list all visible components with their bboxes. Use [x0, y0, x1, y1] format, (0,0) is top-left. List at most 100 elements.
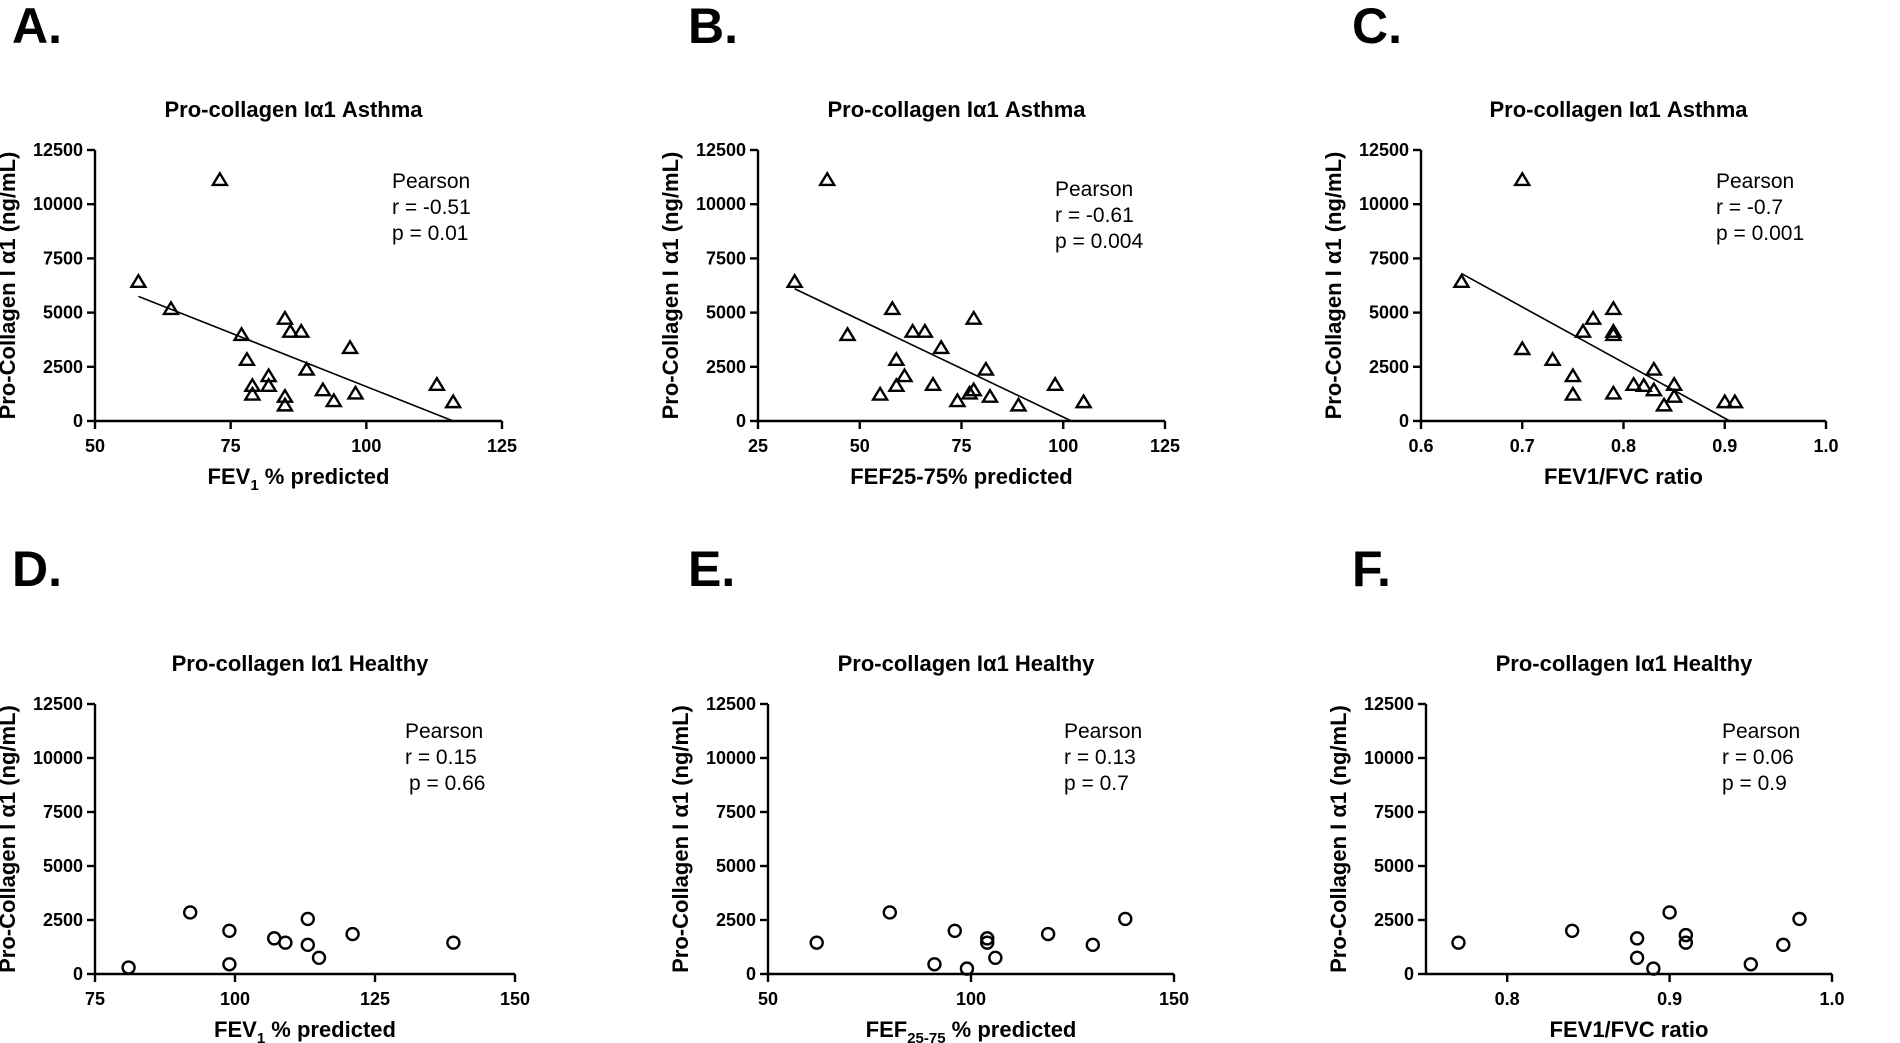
stats-line: Pearson	[1055, 178, 1133, 201]
y-tick-label: 0	[1399, 411, 1409, 431]
y-tick-label: 0	[73, 411, 83, 431]
chart-title: Pro-collagen Iα1 Asthma	[827, 97, 1086, 122]
data-point	[818, 171, 837, 187]
data-point	[887, 376, 906, 393]
y-tick-label: 5000	[43, 303, 83, 323]
stats-line: p = 0.001	[1716, 222, 1804, 245]
y-tick-label: 0	[736, 411, 746, 431]
y-tick-label: 12500	[1364, 694, 1414, 714]
x-axis-label: FEF25-75 % predicted	[866, 1017, 1077, 1043]
regression-line	[1461, 272, 1731, 422]
data-point	[1009, 396, 1028, 412]
data-point	[237, 350, 257, 367]
y-tick-label: 0	[73, 964, 83, 984]
data-point	[222, 923, 237, 938]
y-axis-label: Pro-Collagen I α1 (ng/mL)	[1326, 705, 1351, 973]
data-point	[1644, 360, 1664, 376]
data-point	[275, 396, 295, 412]
data-point	[324, 392, 343, 408]
y-tick-label: 5000	[706, 303, 746, 323]
data-point	[1563, 367, 1583, 383]
y-tick-label: 5000	[43, 856, 83, 876]
data-point	[313, 381, 333, 397]
y-tick-label: 12500	[1359, 140, 1409, 160]
data-point	[923, 375, 943, 391]
y-tick-label: 0	[1404, 964, 1414, 984]
chart-title: Pro-collagen Iα1 Asthma	[164, 97, 423, 122]
data-point	[1725, 393, 1745, 409]
chart-panel-c: C. Pro-collagen Iα1 Asthma 0 2500 5000 7500 10…	[1321, 0, 1839, 489]
x-tick-label: 0.9	[1657, 989, 1682, 1009]
data-point	[1040, 926, 1056, 942]
chart-title: Pro-collagen Iα1 Asthma	[1489, 97, 1748, 122]
chart-panel-f: F. Pro-collagen Iα1 Healthy 0 2500 5000 7500 1…	[1326, 541, 1845, 1042]
x-axis-label-main: FEV	[208, 464, 251, 489]
x-tick-label: 100	[1048, 436, 1078, 456]
data-point	[278, 935, 293, 950]
stats-line: p = 0.66	[409, 772, 485, 795]
data-point	[1624, 375, 1643, 391]
data-point	[947, 923, 962, 938]
x-axis-label-main: FEV	[214, 1017, 257, 1042]
data-point	[1629, 950, 1645, 965]
y-tick-label: 7500	[43, 248, 83, 268]
data-point	[1662, 905, 1677, 920]
y-tick-label: 0	[746, 964, 756, 984]
stats-line: r = 0.15	[405, 746, 477, 769]
x-axis-label: FEV1/FVC ratio	[1550, 1017, 1709, 1042]
data-point	[948, 392, 967, 408]
data-point	[1452, 272, 1471, 288]
data-point	[129, 272, 148, 288]
x-tick-label: 100	[351, 436, 381, 456]
x-tick-label: 0.7	[1510, 436, 1535, 456]
data-point	[1646, 961, 1661, 976]
y-tick-label: 2500	[706, 357, 746, 377]
y-axis-label: Pro-Collagen I α1 (ng/mL)	[0, 705, 20, 973]
data-point	[785, 272, 804, 288]
data-point	[809, 935, 824, 950]
stats-line: r = 0.13	[1064, 746, 1136, 769]
stats-line: p = 0.01	[392, 222, 468, 245]
x-axis-label-main: FEV1/FVC ratio	[1544, 464, 1703, 489]
data-point	[446, 935, 461, 950]
x-axis-label-rest: % predicted	[259, 464, 390, 489]
data-point	[311, 950, 327, 965]
data-point	[300, 911, 315, 927]
data-point	[1118, 911, 1133, 927]
y-tick-label: 10000	[696, 194, 746, 214]
data-point	[275, 387, 295, 403]
data-point	[259, 376, 278, 393]
x-axis-label-main: FEF	[866, 1017, 908, 1042]
stats-line: r = 0.06	[1722, 746, 1794, 769]
y-tick-label: 7500	[1374, 802, 1414, 822]
data-point	[1678, 927, 1694, 943]
data-point	[1634, 376, 1653, 393]
stats-line: Pearson	[1716, 170, 1794, 193]
data-point	[1644, 381, 1664, 397]
data-point	[427, 375, 447, 391]
data-point	[1583, 309, 1603, 325]
data-point	[976, 360, 996, 376]
data-point	[1604, 322, 1623, 338]
stats-line: r = -0.7	[1716, 196, 1783, 219]
data-point	[838, 326, 857, 342]
y-tick-label: 7500	[706, 248, 746, 268]
x-tick-label: 150	[1159, 989, 1189, 1009]
data-point	[1564, 923, 1580, 938]
data-point	[887, 350, 906, 367]
data-point	[182, 905, 198, 920]
x-axis-label: FEV1 % predicted	[214, 1017, 396, 1043]
x-tick-label: 0.8	[1495, 989, 1520, 1009]
y-tick-label: 12500	[696, 140, 746, 160]
data-point	[1573, 322, 1593, 338]
chart-panel-a: A. Pro-collagen Iα1 Asthma 0 2500 5000 7500 10…	[0, 0, 517, 494]
regression-line	[794, 288, 1072, 422]
stats-line: Pearson	[1064, 720, 1142, 743]
data-point	[1776, 937, 1791, 953]
chart-panel-e: E. Pro-collagen Iα1 Healthy 0 2500 5000 7500 1…	[668, 541, 1189, 1043]
x-tick-label: 75	[85, 989, 105, 1009]
data-point	[959, 961, 975, 976]
data-point	[895, 367, 914, 383]
data-point	[980, 931, 995, 946]
data-point	[243, 385, 262, 401]
